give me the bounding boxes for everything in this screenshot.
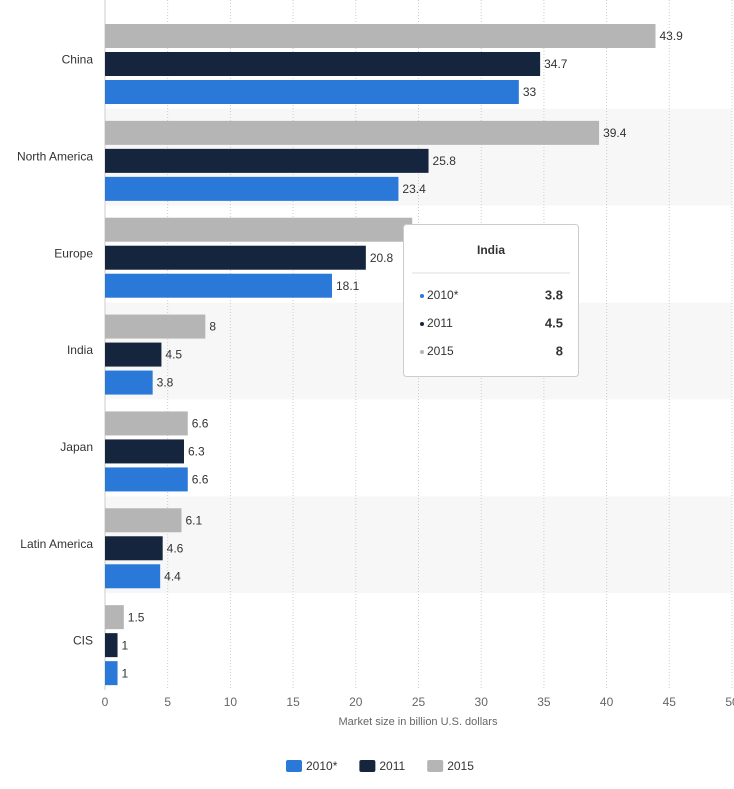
x-tick-label: 5 [164,695,171,709]
x-tick-label: 0 [102,695,109,709]
bar [105,273,332,298]
value-label: 39.4 [603,126,627,140]
x-tick-label: 45 [663,695,677,709]
value-label: 8 [209,320,216,334]
tooltip-dot [420,350,424,354]
y-tick-label: Europe [54,246,93,260]
x-tick-label: 25 [412,695,426,709]
y-tick-label: North America [17,149,93,163]
bar [105,148,429,173]
x-tick-label: 20 [349,695,363,709]
tooltip-series: 2010* [427,288,459,302]
value-label: 6.3 [188,445,205,459]
bar [105,536,163,561]
x-tick-label: 40 [600,695,614,709]
legend-label: 2011 [379,759,405,773]
tooltip: India 2010* 3.8 2011 4.5 2015 8 [403,224,579,377]
value-label: 25.8 [433,154,457,168]
y-tick-label: Japan [60,440,93,454]
bar [105,342,162,367]
bar [105,605,124,630]
legend-swatch [359,760,376,772]
bar [105,411,188,436]
x-tick-label: 10 [224,695,238,709]
bar [105,52,541,76]
x-tick-label: 30 [475,695,489,709]
value-label: 3.8 [157,376,174,390]
tooltip-value: 8 [556,343,563,358]
value-label: 1 [122,666,129,680]
y-tick-label: China [62,53,94,67]
bar [105,370,153,395]
value-label: 4.5 [165,348,182,362]
legend-swatch [286,760,302,772]
value-label: 6.6 [192,417,209,431]
value-label: 4.6 [167,541,184,555]
x-tick-label: 35 [537,695,551,709]
value-label: 1.5 [128,610,145,624]
tooltip-box [403,224,579,377]
value-label: 34.7 [544,57,568,71]
tooltip-dot [420,322,424,326]
value-label: 43.9 [660,29,684,43]
value-label: 20.8 [370,251,394,265]
bar [105,633,118,658]
y-tick-label: CIS [73,634,93,648]
bar [105,176,399,201]
tooltip-dot [420,294,424,298]
legend-label: 2015 [447,759,474,773]
value-label: 6.6 [192,473,209,487]
bar [105,24,656,48]
bar [105,80,519,104]
tooltip-value: 3.8 [545,287,563,302]
bar [105,439,185,464]
value-label: 23.4 [402,182,426,196]
value-label: 1 [122,638,129,652]
bar [105,217,413,242]
y-tick-label: Latin America [20,537,93,551]
bar [105,661,118,686]
bar [105,508,182,533]
tooltip-series: 2015 [427,344,454,358]
value-label: 33 [523,85,537,99]
legend-label: 2010* [306,759,338,773]
value-label: 6.1 [185,513,202,527]
bar [105,467,188,492]
x-axis-title: Market size in billion U.S. dollars [339,716,498,728]
bar [105,245,366,270]
tooltip-value: 4.5 [545,315,563,330]
value-label: 4.4 [164,569,181,583]
tooltip-series: 2011 [427,316,453,330]
y-tick-label: India [67,343,93,357]
bar [105,564,161,589]
legend-swatch [427,760,444,772]
tooltip-title: India [477,243,505,257]
bar [105,314,206,339]
x-tick-label: 50 [725,695,734,709]
bar [105,120,600,145]
value-label: 18.1 [336,279,360,293]
x-tick-label: 15 [286,695,300,709]
